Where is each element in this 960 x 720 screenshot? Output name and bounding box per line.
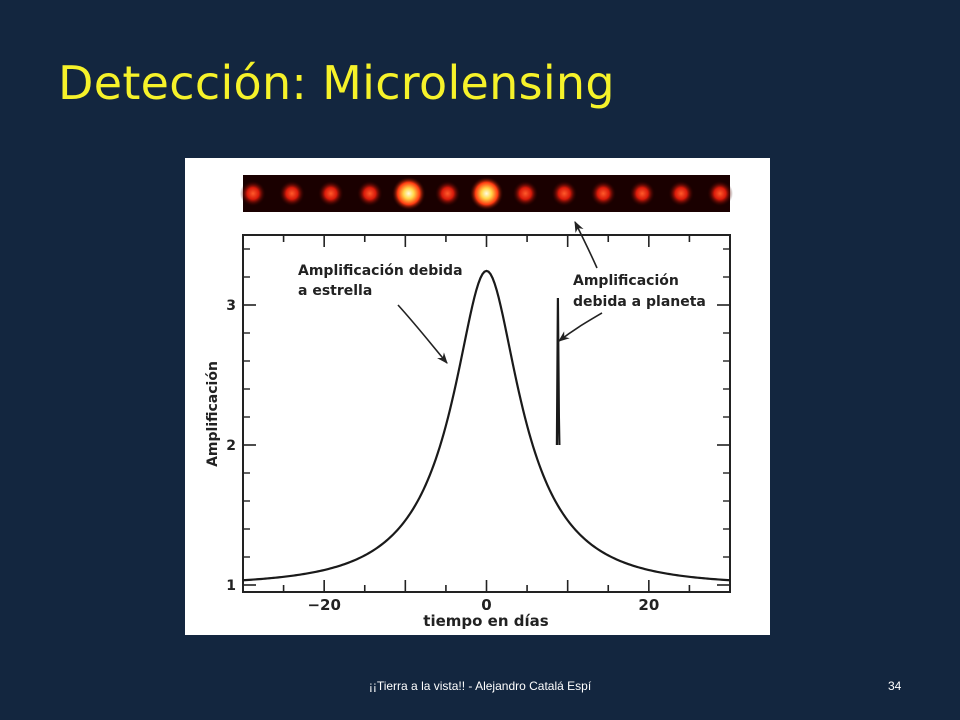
strip-spot [356,180,383,207]
strip-spot [707,180,733,207]
strip-spot [512,180,539,207]
footer-text: ¡¡Tierra a la vista!! - Alejandro Catalá… [368,679,592,693]
strip-spot [551,180,578,207]
annotation-planet-line-1: Amplificación [573,273,679,289]
annotation-planet-arrow-strip [574,220,598,269]
y-axis-label: Amplificación [205,361,221,467]
y-tick-label: 2 [226,438,236,454]
strip-spot [317,180,344,207]
strip-spot [629,180,656,207]
lensing-strip [240,175,733,212]
annotation-star-arrow [397,304,448,364]
strip-spot [434,180,461,207]
strip-spot [240,180,266,207]
y-tick-label: 3 [226,298,236,314]
strip-bright-spot [469,176,504,211]
annotation-planet: Amplificación debida a planeta [558,220,706,342]
strip-spot [278,180,305,207]
light-curve [242,269,731,582]
annotation-star-line-1: Amplificación debida [298,263,463,279]
x-tick-label: −20 [307,596,340,614]
microlensing-figure: −20 0 20 1 2 3 Amplificación debida a estrell… [185,158,770,635]
x-axis-label: tiempo en días [423,612,548,630]
x-tick-label: 0 [481,596,491,614]
y-tick-label: 1 [226,578,236,594]
strip-spot [668,180,695,207]
annotation-star: Amplificación debida a estrella [298,263,463,364]
x-tick-label: 20 [638,596,659,614]
planet-spike [555,297,561,446]
microlensing-chart: −20 0 20 1 2 3 Amplificación debida a estrell… [205,175,733,630]
annotation-planet-arrow-curve [558,312,603,342]
strip-spot [590,180,617,207]
annotation-planet-line-2: debida a planeta [573,294,706,310]
page-number: 34 [888,679,902,693]
annotation-star-line-2: a estrella [298,283,372,299]
slide-title: Detección: Microlensing [58,56,615,110]
strip-bright-spot [391,176,426,211]
